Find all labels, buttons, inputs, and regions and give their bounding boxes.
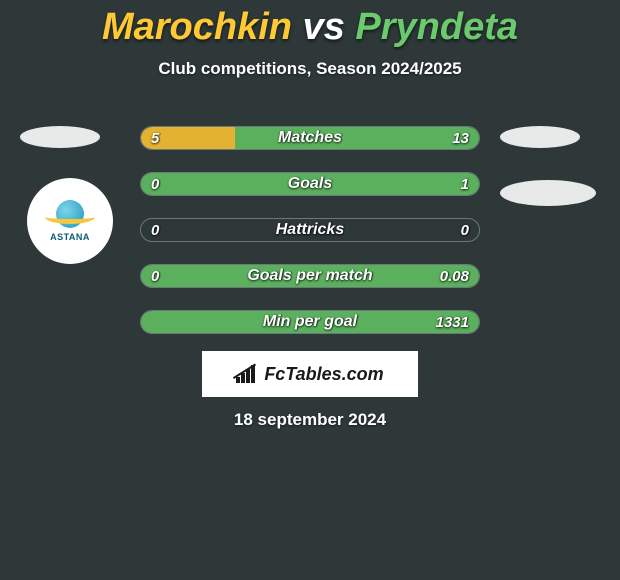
bar-label: Goals per match	[141, 265, 479, 287]
brand-box: FcTables.com	[202, 351, 418, 397]
date-label: 18 september 2024	[0, 410, 620, 430]
brand-chart-icon	[236, 365, 258, 383]
brand-text: FcTables.com	[264, 364, 383, 385]
astana-swoosh-icon	[45, 210, 95, 224]
placeholder-oval	[500, 180, 596, 206]
page-title: Marochkin vs Pryndeta	[0, 0, 620, 49]
title-player1: Marochkin	[102, 6, 292, 48]
bar-label: Goals	[141, 173, 479, 195]
astana-ball-icon	[56, 200, 84, 228]
stats-area: 513Matches 01Goals 00Hattricks 00.08Goals p…	[140, 126, 480, 356]
astana-logo: ASTANA	[40, 200, 100, 242]
placeholder-oval	[20, 126, 100, 148]
subtitle: Club competitions, Season 2024/2025	[0, 59, 620, 79]
stat-row: 00.08Goals per match	[140, 264, 480, 288]
title-player2: Pryndeta	[355, 6, 518, 48]
astana-text: ASTANA	[40, 232, 100, 242]
placeholder-oval	[500, 126, 580, 148]
bar-label: Min per goal	[141, 311, 479, 333]
stat-row: 00Hattricks	[140, 218, 480, 242]
bar-label: Hattricks	[141, 219, 479, 241]
bar-label: Matches	[141, 127, 479, 149]
stat-row: 01Goals	[140, 172, 480, 196]
title-vs: vs	[292, 6, 355, 48]
stat-row: 513Matches	[140, 126, 480, 150]
club-logo-left: ASTANA	[27, 178, 113, 264]
stat-row: 1331Min per goal	[140, 310, 480, 334]
